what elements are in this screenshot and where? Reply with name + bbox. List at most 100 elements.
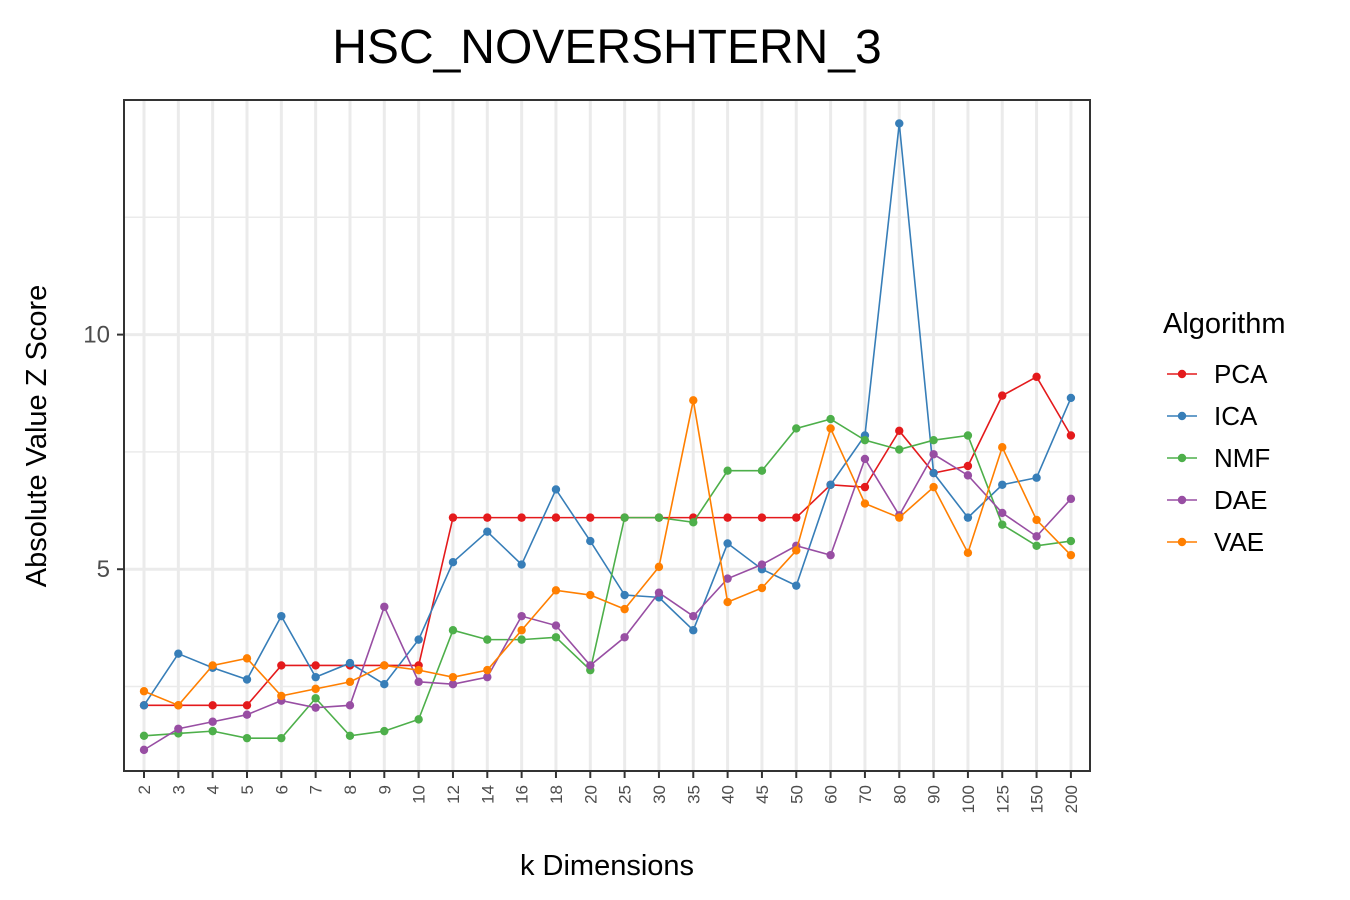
x-tick-label: 9	[375, 785, 394, 794]
data-point-dae	[380, 602, 389, 611]
data-point-dae	[517, 611, 526, 621]
data-point-nmf	[448, 626, 458, 635]
data-point-dae	[963, 471, 973, 480]
series-line-vae	[143, 400, 1072, 707]
data-point-vae	[620, 604, 629, 614]
x-tick-label: 7	[307, 785, 326, 794]
x-tick-label: 90	[925, 785, 944, 804]
data-point-pca	[586, 513, 595, 522]
legend-marker-nmf	[1177, 453, 1187, 463]
data-point-vae	[792, 546, 801, 555]
data-point-nmf	[860, 435, 870, 445]
data-point-dae	[311, 703, 320, 712]
x-tick-label: 20	[581, 785, 600, 804]
data-point-vae	[380, 661, 389, 670]
data-point-ica	[723, 539, 732, 548]
data-point-ica	[1066, 393, 1076, 403]
data-point-nmf	[1032, 541, 1041, 550]
data-point-vae	[586, 590, 595, 600]
data-point-vae	[895, 513, 904, 522]
series-layer	[139, 119, 1076, 755]
data-point-nmf	[895, 445, 904, 454]
data-point-dae	[1032, 532, 1041, 541]
data-point-vae	[551, 586, 561, 595]
data-point-pca	[311, 661, 320, 670]
x-tick-label: 40	[719, 785, 738, 804]
data-point-ica	[620, 590, 629, 600]
data-point-dae	[654, 588, 664, 597]
x-tick-label: 35	[684, 785, 703, 804]
data-point-nmf	[689, 518, 698, 527]
legend-marker-vae	[1177, 537, 1187, 547]
data-point-vae	[998, 443, 1007, 452]
data-point-nmf	[380, 726, 389, 736]
data-point-nmf	[723, 466, 732, 475]
x-tick-label: 14	[478, 785, 497, 804]
data-point-vae	[723, 597, 732, 607]
data-point-dae	[174, 724, 183, 733]
data-point-nmf	[826, 414, 835, 424]
data-point-vae	[963, 548, 973, 558]
data-point-vae	[414, 665, 423, 675]
series-line-ica	[143, 123, 1072, 706]
x-tick-label: 80	[890, 785, 909, 804]
data-point-pca	[483, 513, 492, 522]
data-point-dae	[414, 677, 423, 687]
data-point-ica	[380, 679, 389, 689]
data-point-pca	[963, 461, 973, 471]
data-point-ica	[414, 635, 423, 644]
data-point-vae	[1066, 550, 1076, 560]
data-point-dae	[586, 661, 595, 670]
legend-label-vae: VAE	[1214, 527, 1264, 557]
data-point-vae	[929, 482, 938, 492]
data-point-dae	[860, 454, 870, 464]
data-point-nmf	[139, 731, 149, 741]
data-point-ica	[998, 480, 1007, 489]
data-point-vae	[483, 665, 492, 675]
data-point-pca	[448, 513, 458, 522]
data-point-ica	[929, 468, 938, 478]
x-tick-label: 45	[753, 785, 772, 804]
data-point-vae	[757, 583, 767, 593]
data-point-nmf	[483, 635, 492, 644]
x-tick-label: 150	[1028, 785, 1047, 813]
data-point-vae	[345, 677, 355, 687]
data-point-nmf	[517, 635, 526, 644]
x-tick-label: 125	[993, 785, 1012, 813]
data-point-nmf	[757, 466, 767, 475]
data-point-dae	[757, 560, 767, 569]
data-point-ica	[139, 701, 149, 710]
data-point-vae	[139, 687, 149, 696]
data-point-nmf	[277, 733, 286, 743]
data-point-pca	[1032, 372, 1041, 382]
data-point-vae	[654, 562, 664, 572]
data-point-nmf	[345, 731, 355, 741]
data-point-dae	[208, 717, 217, 726]
data-point-pca	[723, 513, 732, 522]
data-point-vae	[174, 701, 183, 710]
legend-title: Algorithm	[1163, 308, 1286, 340]
x-tick-label: 12	[444, 785, 463, 804]
data-point-vae	[448, 672, 458, 682]
x-tick-label: 50	[787, 785, 806, 804]
legend-label-dae: DAE	[1214, 485, 1267, 515]
data-point-ica	[1032, 473, 1041, 482]
data-point-ica	[174, 649, 183, 658]
data-point-vae	[689, 396, 698, 405]
data-point-pca	[792, 513, 801, 522]
data-point-dae	[929, 450, 938, 459]
data-point-nmf	[963, 431, 973, 440]
data-point-ica	[895, 119, 904, 128]
data-point-pca	[860, 482, 870, 492]
data-point-pca	[757, 513, 767, 522]
x-axis-title: k Dimensions	[520, 850, 694, 882]
data-point-dae	[345, 701, 355, 710]
x-tick-label: 18	[547, 785, 566, 804]
x-tick-label: 6	[272, 785, 291, 794]
data-point-ica	[242, 675, 252, 684]
y-tick-label: 5	[97, 556, 110, 583]
data-point-pca	[551, 513, 561, 522]
data-point-dae	[551, 621, 561, 630]
chart-title: HSC_NOVERSHTERN_3	[332, 21, 881, 74]
